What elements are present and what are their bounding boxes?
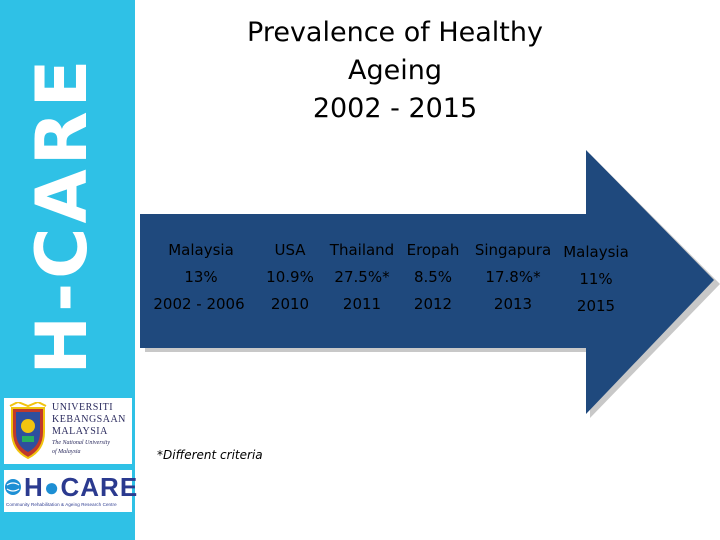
title-line-1: Prevalence of Healthy <box>247 17 543 48</box>
slide-title: Prevalence of Healthy Ageing 2002 - 2015 <box>195 14 595 128</box>
sidebar: H-CARE Universiti Kebangsaan Malaysia Th… <box>0 0 137 540</box>
period-label: 2011 <box>342 295 382 313</box>
hcare-mark-suffix: CARE <box>60 472 139 502</box>
period-label: 2013 <box>493 295 533 313</box>
ukm-logo: Universiti Kebangsaan Malaysia The Natio… <box>4 398 132 464</box>
country-label: Thailand <box>329 241 395 259</box>
globe-icon <box>5 479 21 495</box>
ukm-line-3: Malaysia <box>52 426 108 437</box>
title-line-3: 2002 - 2015 <box>312 93 478 124</box>
ukm-sub-2: of Malaysia <box>52 449 81 455</box>
prevalence-value: 8.5% <box>413 268 453 286</box>
ukm-logo-text: Universiti Kebangsaan Malaysia The Natio… <box>52 402 132 456</box>
ukm-sub-1: The National University <box>52 440 110 446</box>
ukm-line-1: Universiti <box>52 402 114 413</box>
hcare-mark-dot-icon: ● <box>43 472 61 502</box>
country-label: Eropah <box>406 241 460 259</box>
period-label: 2002 - 2006 <box>153 295 245 313</box>
country-label: USA <box>274 241 306 259</box>
country-label: Singapura <box>474 241 552 259</box>
ukm-crest-icon <box>9 402 47 460</box>
period-label: 2015 <box>576 297 616 315</box>
hcare-logo: H●CARE Community Rehabilitation & Ageing… <box>4 470 137 512</box>
country-label: Malaysia <box>168 241 234 259</box>
hcare-logo-mark: H●CARE <box>24 474 138 500</box>
prevalence-value: 11% <box>579 270 613 288</box>
prevalence-value: 17.8%* <box>485 268 541 286</box>
arrow-body <box>140 150 714 414</box>
footnote: *Different criteria <box>157 448 263 462</box>
country-label: Malaysia <box>563 243 629 261</box>
title-line-2: Ageing <box>348 55 442 86</box>
prevalence-value: 27.5%* <box>334 268 390 286</box>
prevalence-value: 10.9% <box>266 268 314 286</box>
period-label: 2010 <box>270 295 310 313</box>
hcare-logo-subtitle: Community Rehabilitation & Ageing Resear… <box>6 502 117 507</box>
ukm-line-2: Kebangsaan <box>52 414 126 425</box>
hcare-mark-prefix: H <box>24 472 44 502</box>
prevalence-value: 13% <box>184 268 218 286</box>
period-label: 2012 <box>413 295 453 313</box>
